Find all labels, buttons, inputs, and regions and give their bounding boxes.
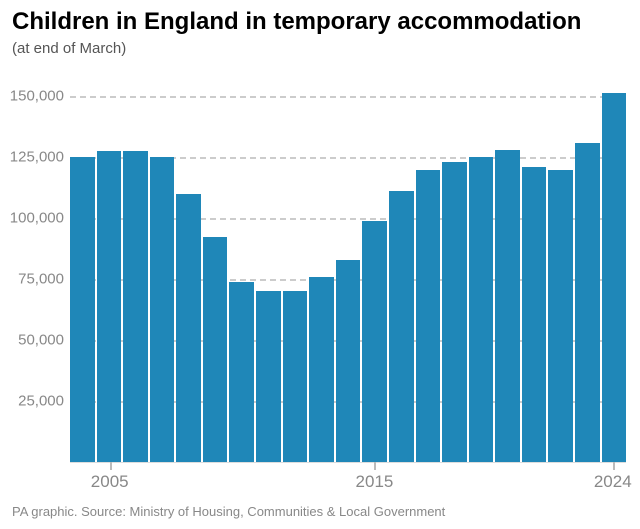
y-tick-label: 125,000 [10,149,64,166]
bar [309,277,334,462]
bar [548,170,573,463]
x-tick-label: 2024 [594,472,632,492]
chart-container: Children in England in temporary accommo… [0,0,640,529]
bar [123,151,148,462]
x-tick [110,462,112,470]
bar [283,291,308,462]
bars [70,72,626,462]
source-text: PA graphic. Source: Ministry of Housing,… [12,504,445,519]
bar [256,291,281,462]
bar [150,157,175,462]
bar [176,194,201,462]
bar [575,143,600,462]
y-tick-label: 75,000 [18,271,64,288]
bar [70,157,95,462]
bar [495,150,520,462]
x-tick-label: 2015 [356,472,394,492]
bar [442,162,467,462]
chart-subtitle: (at end of March) [12,40,126,57]
bar [389,191,414,462]
bar [97,151,122,462]
x-tick-label: 2005 [91,472,129,492]
x-tick [613,462,615,470]
bar [416,170,441,463]
y-tick-label: 150,000 [10,88,64,105]
x-axis: 200520152024 [70,462,626,492]
bar [469,157,494,462]
bar [602,93,627,462]
y-tick-label: 25,000 [18,393,64,410]
y-tick-label: 100,000 [10,210,64,227]
bar [336,260,361,462]
chart-title: Children in England in temporary accommo… [12,8,581,36]
bar [362,221,387,462]
bar [229,282,254,462]
y-tick-label: 50,000 [18,332,64,349]
plot-area [70,72,626,462]
x-tick [374,462,376,470]
bar [203,237,228,462]
bar [522,167,547,462]
